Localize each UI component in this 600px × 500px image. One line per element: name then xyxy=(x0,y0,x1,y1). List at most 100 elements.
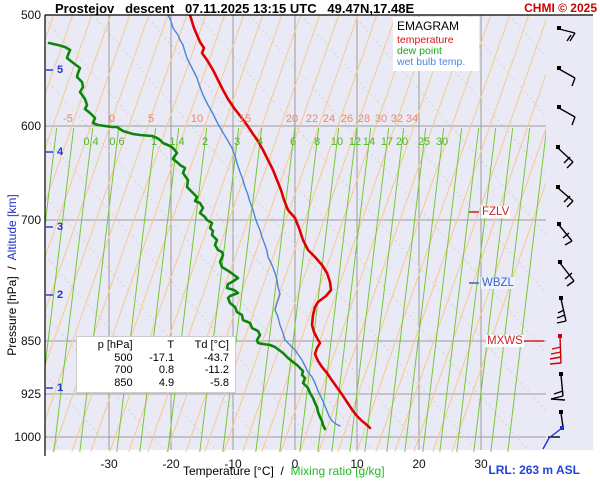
isotherm-line xyxy=(45,15,188,422)
mixing-ratio-value-label: 17 xyxy=(380,136,394,148)
wind-barb-stroke xyxy=(556,320,567,324)
mixing-ratio-value-label: 2 xyxy=(201,136,209,148)
mixing-ratio-line xyxy=(507,129,546,452)
wind-barb-stroke xyxy=(558,28,576,34)
wind-barb-stroke xyxy=(553,390,564,395)
legend-box: EMAGRAM temperature dew point wet bulb tem… xyxy=(393,17,479,71)
mixing-ratio-line xyxy=(386,127,427,452)
isotherm-line xyxy=(45,15,169,368)
isotherm-value-label: 15 xyxy=(238,113,252,125)
wind-barb-stroke xyxy=(557,309,565,314)
mixing-ratio-line xyxy=(255,127,296,452)
wind-barb-icon xyxy=(556,145,574,169)
wind-barb-icon xyxy=(557,66,576,87)
mixing-ratio-line xyxy=(317,127,358,452)
pressure-tick-label: 500 xyxy=(20,8,41,22)
wind-barb-stroke xyxy=(564,240,573,246)
wind-barb-stroke xyxy=(556,314,566,319)
max-wind-label: MXWS xyxy=(486,335,524,347)
dry-adiabat-line xyxy=(456,15,546,117)
mixing-ratio-value-label: 30 xyxy=(435,136,449,148)
mixing-ratio-line xyxy=(79,127,120,452)
wind-barb-stroke xyxy=(548,427,563,439)
wind-barb-icon xyxy=(542,410,564,450)
isotherm-value-label: 28 xyxy=(357,113,371,125)
isotherm-line xyxy=(280,15,435,452)
dry-adiabat-line xyxy=(300,15,546,294)
dry-adiabat-line xyxy=(404,15,546,176)
mixing-ratio-value-label: 1 xyxy=(150,136,158,148)
mixing-ratio-line xyxy=(116,127,157,452)
isotherm-line xyxy=(45,15,74,96)
mixing-ratio-value-label: 4 xyxy=(256,136,264,148)
temperature-curve xyxy=(188,15,372,430)
isotherm-line xyxy=(261,15,416,452)
wet-bulb-zero-label: WBZL xyxy=(481,277,515,289)
y-axis-label: Pressure [hPa] / Altitude [km] xyxy=(5,125,19,425)
mixing-ratio-line xyxy=(439,127,480,452)
wind-barb-icon xyxy=(558,260,575,287)
wind-barb-icon xyxy=(557,222,573,246)
pressure-tick-label: 1000 xyxy=(14,430,41,444)
wind-barb-icon xyxy=(549,334,562,365)
mixing-ratio-line xyxy=(456,127,497,452)
wind-barb-stroke xyxy=(566,161,574,169)
wind-barb-stroke xyxy=(560,374,564,397)
table-row: 700 0.8 -11.2 xyxy=(79,364,231,377)
temperature-tick-label: 20 xyxy=(412,457,426,471)
isotherm-line xyxy=(45,15,150,313)
legend-item-wet-bulb-temp-: wet bulb temp. xyxy=(397,56,466,68)
isotherm-value-label: -5 xyxy=(63,113,73,125)
y-axis-label-altitude: Altitude [km] xyxy=(5,194,19,261)
table-cell: -5.8 xyxy=(210,376,229,389)
lrl-label: LRL: 263 m ASL xyxy=(488,463,580,477)
wind-barb-stroke xyxy=(560,412,564,428)
x-axis-label-mixing-ratio: Mixing ratio [g/kg] xyxy=(290,464,385,478)
mixing-ratio-line xyxy=(473,127,514,452)
wind-barb-stroke xyxy=(550,398,566,401)
wind-barb-icon xyxy=(550,372,566,401)
table-header: T xyxy=(167,339,175,351)
mixing-ratio-line xyxy=(364,127,405,452)
dry-adiabat-line xyxy=(352,15,546,235)
isotherm-value-label: 32 xyxy=(390,113,404,125)
mixing-ratio-value-label: 20 xyxy=(395,136,409,148)
isotherm-value-label: 20 xyxy=(285,113,299,125)
isotherm-line xyxy=(413,72,546,452)
isotherm-line xyxy=(318,15,473,452)
wind-barb-stroke xyxy=(563,195,571,203)
dew-point-curve xyxy=(47,41,327,431)
isotherm-line xyxy=(45,15,112,205)
wind-barb-stroke xyxy=(559,262,575,282)
table-cell: -17.1 xyxy=(149,351,175,364)
wind-barb-stroke xyxy=(558,224,573,242)
dry-adiabat-line xyxy=(508,15,546,58)
table-cell: 850 xyxy=(114,376,133,389)
mixing-ratio-value-label: 0.4 xyxy=(83,136,99,148)
isotherm-line xyxy=(337,15,492,452)
isotherm-value-label: 30 xyxy=(374,113,388,125)
pressure-tick-label: 600 xyxy=(20,119,41,133)
mixing-ratio-line xyxy=(331,127,372,452)
mixing-ratio-line xyxy=(222,127,263,452)
chart-title: Prostejov descent 07.11.2025 13:15 UTC 4… xyxy=(55,1,415,16)
mixing-ratio-line xyxy=(299,127,340,452)
wind-barb-stroke xyxy=(542,437,550,450)
mixing-ratio-line xyxy=(53,127,94,452)
isotherm-line xyxy=(356,15,511,452)
isotherm-value-label: 5 xyxy=(147,113,155,125)
pressure-tick-label: 700 xyxy=(20,213,41,227)
pressure-tick-label: 925 xyxy=(20,387,41,401)
temperature-tick-label: 0 xyxy=(291,457,299,471)
mixing-ratio-value-label: 6 xyxy=(289,136,297,148)
table-cell: 4.9 xyxy=(158,376,175,389)
mixing-ratio-line xyxy=(199,127,240,452)
table-row: 500 -17.1 -43.7 xyxy=(79,352,231,365)
altitude-tick-label: 5 xyxy=(57,64,64,76)
table-cell: -11.2 xyxy=(204,364,229,376)
wind-barb-stroke xyxy=(549,362,562,365)
isotherm-line xyxy=(375,15,530,452)
isotherm-line xyxy=(45,15,131,259)
altitude-tick-label: 3 xyxy=(57,221,64,233)
